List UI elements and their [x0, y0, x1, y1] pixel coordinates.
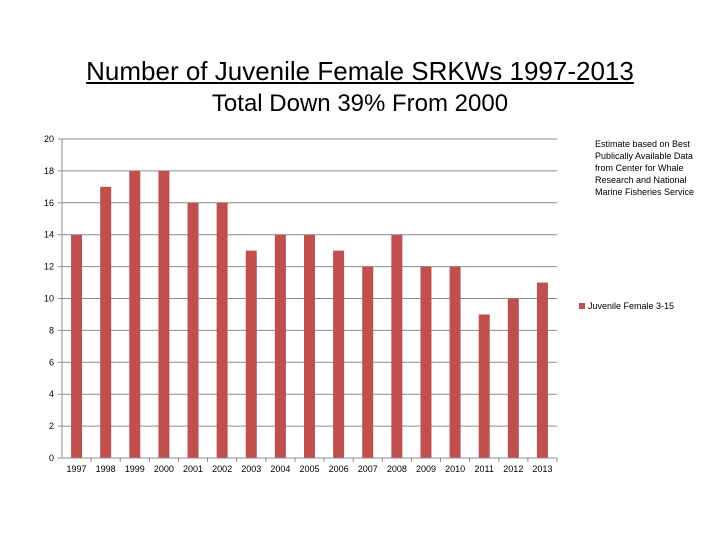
bar: [507, 298, 519, 458]
bar: [187, 202, 199, 458]
x-tick-label: 2009: [416, 464, 436, 474]
x-tick-label: 2012: [503, 464, 523, 474]
bar: [449, 266, 461, 458]
bar: [391, 234, 403, 458]
y-tick-label: 2: [49, 421, 54, 431]
x-tick-label: 2013: [532, 464, 552, 474]
x-tick-label: 2011: [475, 464, 494, 474]
source-annotation: Estimate based on Best Publically Availa…: [595, 139, 695, 197]
x-tick-label: 1999: [125, 464, 145, 474]
y-tick-label: 10: [44, 294, 54, 304]
bar: [420, 266, 432, 458]
y-tick-label: 6: [49, 357, 54, 367]
bar: [478, 314, 490, 458]
x-tick-label: 2007: [358, 464, 378, 474]
y-tick-label: 8: [49, 325, 54, 335]
x-tick-label: 2000: [154, 464, 174, 474]
x-tick-label: 2005: [299, 464, 319, 474]
bar: [333, 250, 345, 458]
y-tick-label: 18: [44, 166, 54, 176]
x-tick-label: 2004: [270, 464, 290, 474]
bar: [100, 186, 112, 458]
bar: [245, 250, 257, 458]
y-tick-label: 14: [44, 230, 54, 240]
y-tick-label: 4: [49, 389, 54, 399]
x-tick-label: 2008: [387, 464, 407, 474]
y-tick-label: 20: [44, 134, 54, 144]
bar: [304, 234, 315, 458]
x-tick-label: 2002: [212, 464, 232, 474]
y-tick-label: 12: [44, 262, 54, 272]
y-tick-label: 16: [44, 198, 54, 208]
bar: [158, 170, 170, 458]
bar: [362, 266, 374, 458]
bar: [71, 234, 83, 458]
x-tick-label: 1997: [67, 464, 87, 474]
bar: [216, 202, 228, 458]
x-tick-label: 2010: [445, 464, 465, 474]
x-tick-label: 2003: [241, 464, 261, 474]
chart-subtitle: Total Down 39% From 2000: [211, 90, 509, 117]
bar: [129, 170, 141, 458]
bar: [536, 282, 548, 458]
legend-swatch: [579, 303, 585, 309]
bar: [274, 234, 286, 458]
legend: Juvenile Female 3-15: [579, 301, 674, 311]
x-tick-label: 1998: [96, 464, 116, 474]
chart-title: Number of Juvenile Female SRKWs 1997-201…: [86, 56, 634, 86]
x-tick-label: 2006: [329, 464, 349, 474]
legend-label: Juvenile Female 3-15: [588, 301, 675, 311]
y-tick-label: 0: [49, 453, 54, 463]
x-tick-label: 2001: [183, 464, 203, 474]
